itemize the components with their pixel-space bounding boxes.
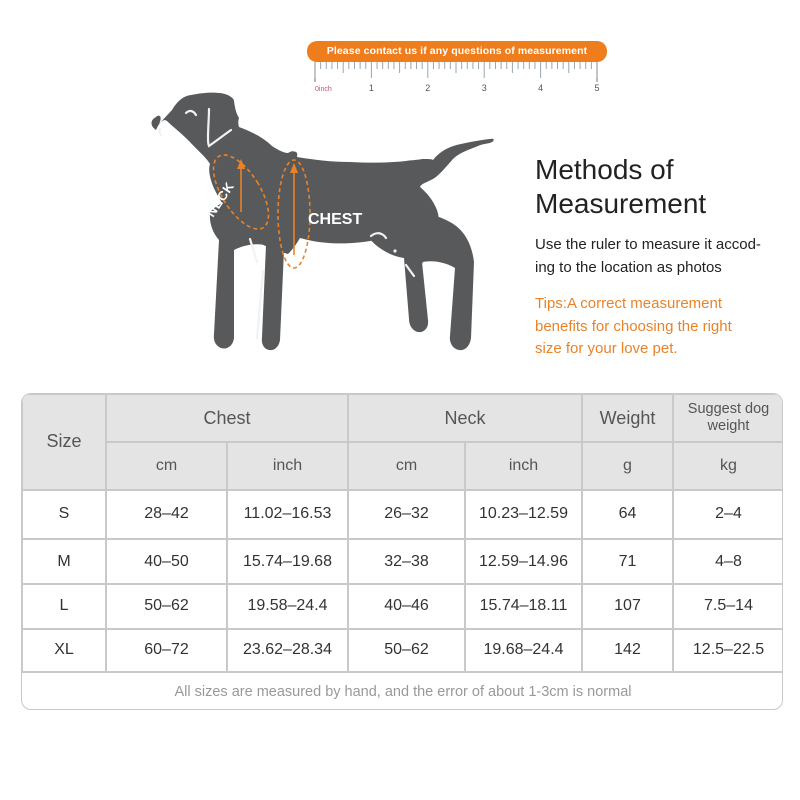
- svg-text:CHEST: CHEST: [308, 211, 362, 228]
